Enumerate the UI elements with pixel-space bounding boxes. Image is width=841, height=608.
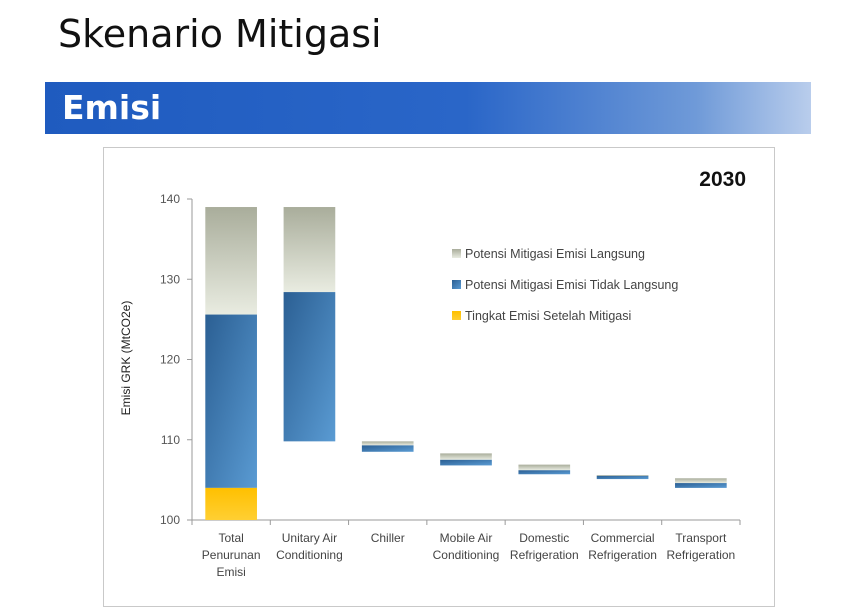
- category-label: Refrigeration: [588, 548, 657, 562]
- legend-swatch: [452, 311, 461, 320]
- y-tick-label: 120: [160, 353, 180, 367]
- axes: 100 110 120 130 140: [160, 192, 741, 527]
- category-label: Total: [218, 531, 243, 545]
- emissions-chart: 2030 Emisi GRK (MtCO2e) 100110120130140 …: [119, 168, 746, 579]
- bar-segment: [596, 475, 649, 477]
- category-label: Penurunan: [202, 548, 261, 562]
- bar-segment: [440, 453, 492, 460]
- bar-segment: [283, 207, 336, 293]
- category-label: Refrigeration: [667, 548, 736, 562]
- y-axis-label: Emisi GRK (MtCO2e): [119, 301, 133, 416]
- bar-segment: [205, 207, 257, 315]
- category-label: Unitary Air: [282, 531, 337, 545]
- category-label: Conditioning: [433, 548, 500, 562]
- slide-title: Skenario Mitigasi: [58, 12, 382, 56]
- y-tick-label: 110: [161, 433, 180, 447]
- bar-segment: [596, 475, 649, 480]
- category-label: Refrigeration: [510, 548, 579, 562]
- bar-segment: [205, 314, 257, 488]
- legend-swatch: [452, 249, 461, 258]
- y-tick-label: 130: [160, 272, 180, 286]
- bar-segment: [283, 292, 336, 442]
- bar-segment: [518, 470, 571, 475]
- y-tick-label: 140: [160, 192, 180, 206]
- category-label: Emisi: [216, 565, 245, 579]
- legend-label: Potensi Mitigasi Emisi Tidak Langsung: [465, 278, 678, 292]
- bar-segment: [675, 478, 727, 484]
- legend: Potensi Mitigasi Emisi Langsung Potensi M…: [452, 247, 678, 323]
- y-tick-label: 100: [160, 513, 180, 527]
- category-label: Transport: [675, 531, 727, 545]
- section-label: Emisi: [62, 88, 162, 127]
- category-label: Chiller: [371, 531, 405, 545]
- category-labels: Total Penurunan Emisi Unitary Air Conditioni…: [202, 531, 735, 579]
- bar-segment: [440, 459, 492, 466]
- category-label: Commercial: [591, 531, 655, 545]
- bar-segment: [361, 445, 414, 452]
- category-label: Mobile Air: [440, 531, 493, 545]
- bars: [205, 207, 727, 520]
- category-label: Domestic: [519, 531, 569, 545]
- category-label: Conditioning: [276, 548, 343, 562]
- legend-label: Potensi Mitigasi Emisi Langsung: [465, 247, 645, 261]
- legend-label: Tingkat Emisi Setelah Mitigasi: [465, 309, 631, 323]
- bar-segment: [205, 487, 257, 520]
- bar-segment: [675, 483, 727, 488]
- bar-segment: [518, 464, 571, 471]
- chart-title: 2030: [699, 168, 746, 191]
- chart-frame: 2030 Emisi GRK (MtCO2e) 100 110 120 130 140 …: [103, 147, 775, 607]
- section-header-bar: Emisi: [45, 82, 811, 134]
- bar-segment: [361, 441, 414, 446]
- legend-swatch: [452, 280, 461, 289]
